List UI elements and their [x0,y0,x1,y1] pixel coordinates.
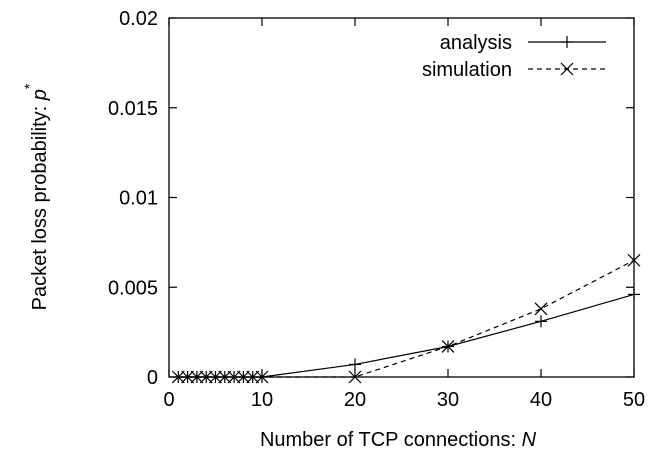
x-tick-label: 40 [530,389,552,411]
data-point-simulation [236,370,250,384]
data-point-analysis [349,358,361,371]
x-tick-label: 30 [437,389,459,411]
data-point-simulation [441,340,455,353]
data-point-analysis [535,315,547,328]
data-point-simulation [209,370,222,384]
y-tick-label: 0.01 [119,188,158,210]
data-point-simulation [246,370,260,384]
data-point-analysis [628,288,640,301]
data-point-simulation [190,370,204,384]
legend: analysis simulation [422,32,606,81]
series-analysis [172,288,640,383]
data-point-simulation [171,370,185,384]
data-point-simulation [181,370,195,384]
series-line-simulation [178,259,635,378]
y-tick-label: 0.015 [108,98,158,120]
y-tick-label: 0.005 [108,277,158,299]
legend-marker-point [560,62,574,76]
x-tick-label: 0 [163,389,174,411]
legend-marker-analysis [561,36,573,48]
y-tick-label: 0.02 [119,8,158,30]
x-axis-label: Number of TCP connections: N [260,429,537,451]
x-tick-label: 50 [623,389,645,411]
series-line-analysis [178,293,635,378]
legend-marker-simulation [560,62,574,76]
data-point-simulation [255,370,269,384]
x-tick-label: 10 [251,389,273,411]
data-point-simulation [348,370,362,384]
legend-label-simulation: simulation [422,59,512,81]
x-tick-label: 20 [344,389,366,411]
y-tick-label: 0 [147,367,158,389]
legend-marker-point [561,36,573,48]
data-point-simulation [227,370,241,384]
series-simulation [171,253,641,384]
tick-labels: 0 10 20 30 40 50 0 0.005 0.01 0.015 0.02 [108,8,645,411]
y-axis-label: Packet loss probability: p* [21,83,51,310]
data-point-simulation [199,370,213,384]
series-layer [171,253,641,384]
data-point-simulation [218,370,232,384]
legend-label-analysis: analysis [440,32,512,54]
data-point-simulation [627,253,641,267]
data-point-simulation [534,302,548,316]
